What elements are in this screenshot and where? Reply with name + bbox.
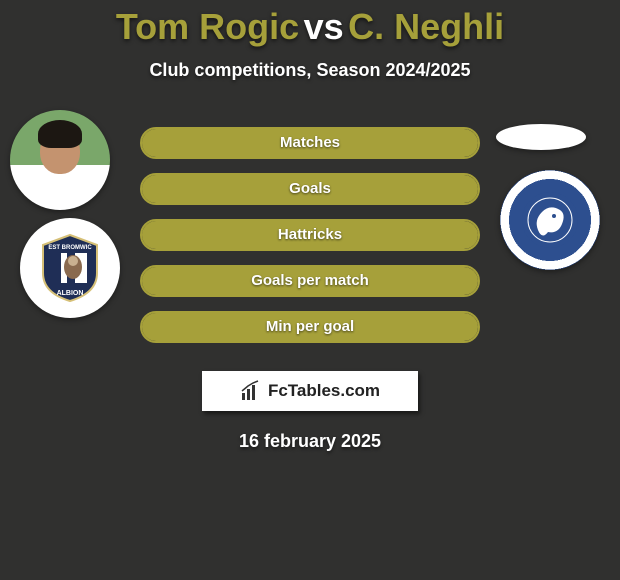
date-text: 16 february 2025	[0, 431, 620, 452]
stat-row: Min per goal	[140, 311, 480, 343]
chart-icon	[240, 380, 262, 402]
brand-footer: FcTables.com	[202, 371, 418, 411]
player2-club-badge	[500, 170, 600, 270]
subtitle: Club competitions, Season 2024/2025	[0, 60, 620, 81]
player1-name: Tom Rogic	[116, 6, 299, 47]
svg-text:ALBION: ALBION	[57, 290, 84, 297]
brand-text: FcTables.com	[268, 381, 380, 401]
stat-label: Matches	[142, 129, 478, 157]
stat-row: Goals0	[140, 173, 480, 205]
stat-label: Goals per match	[142, 267, 478, 295]
stat-row: Hattricks0	[140, 219, 480, 251]
stat-row: Goals per match	[140, 265, 480, 297]
comparison-title: Tom Rogic vs C. Neghli	[0, 0, 620, 48]
svg-text:EST BROMWIC: EST BROMWIC	[48, 245, 92, 251]
stat-label: Goals	[142, 175, 478, 203]
wba-crest-icon: EST BROMWIC ALBION	[35, 233, 105, 303]
stat-label: Min per goal	[142, 313, 478, 341]
stat-label: Hattricks	[142, 221, 478, 249]
millwall-crest-icon	[520, 190, 580, 250]
stats-list: Matches3 Goals0 Hattricks0 Goals per match M…	[140, 127, 480, 343]
stat-row: Matches3	[140, 127, 480, 159]
player1-club-badge: EST BROMWIC ALBION	[20, 218, 120, 318]
player1-avatar	[10, 110, 110, 210]
vs-text: vs	[304, 6, 344, 47]
player2-avatar	[496, 124, 586, 150]
player2-name: C. Neghli	[348, 6, 504, 47]
